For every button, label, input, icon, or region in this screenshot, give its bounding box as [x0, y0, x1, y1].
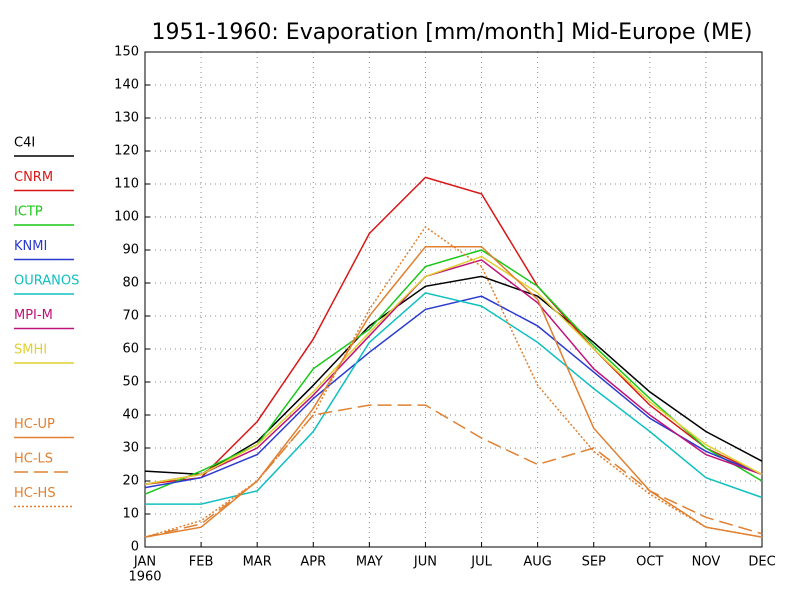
x-tick-label: JUL: [470, 555, 492, 570]
y-tick-label: 130: [114, 111, 139, 126]
chart-title: 1951-1960: Evaporation [mm/month] Mid-Eu…: [151, 20, 752, 45]
x-tick-label: SEP: [582, 555, 606, 570]
x-tick-label: DEC: [748, 555, 775, 570]
legend-label: OURANOS: [14, 274, 79, 289]
y-tick-label: 40: [122, 408, 139, 423]
y-tick-label: 90: [122, 243, 139, 258]
series-line: [144, 404, 763, 538]
y-tick-label: 140: [114, 78, 139, 93]
y-tick-label: 50: [122, 375, 139, 390]
series-line: [145, 292, 763, 505]
series-line: [144, 275, 763, 476]
y-tick-label: 10: [122, 507, 139, 522]
legend-label: ICTP: [14, 205, 43, 220]
y-tick-label: 30: [122, 441, 139, 456]
y-tick-label: 110: [114, 177, 139, 192]
series-line: [144, 245, 763, 538]
y-tick-label: 150: [114, 45, 139, 60]
series-line: [144, 295, 763, 489]
y-tick-label: 100: [114, 210, 139, 225]
legend-label: HC-HS: [14, 486, 56, 501]
series-line: [144, 259, 763, 486]
y-tick-label: 70: [122, 309, 139, 324]
x-tick-label: JUN: [413, 555, 437, 570]
y-tick-label: 120: [114, 144, 139, 159]
x-tick-label: AUG: [523, 555, 551, 570]
x-tick-label: JAN: [133, 555, 156, 570]
legend-label: C4I: [14, 136, 35, 151]
x-tick-label: FEB: [189, 555, 214, 570]
x-tick-label: NOV: [692, 555, 721, 570]
y-tick-label: 0: [131, 540, 139, 555]
x-sublabel: 1960: [128, 570, 161, 585]
y-tick-label: 80: [122, 276, 139, 291]
series-line: [144, 255, 763, 486]
series-line: [144, 176, 763, 486]
x-tick-label: APR: [300, 555, 326, 570]
legend-label: MPI-M: [14, 308, 53, 323]
legend-label: KNMI: [14, 239, 47, 254]
legend-label: SMHI: [14, 343, 47, 358]
legend-label: HC-LS: [14, 452, 53, 467]
x-tick-label: OCT: [636, 555, 663, 570]
x-tick-label: MAR: [243, 555, 272, 570]
y-tick-label: 20: [122, 474, 139, 489]
series-line: [144, 225, 763, 538]
x-tick-label: MAY: [356, 555, 383, 570]
legend-label: CNRM: [14, 170, 53, 185]
y-tick-label: 60: [122, 342, 139, 357]
plot-frame: [144, 51, 763, 548]
legend-label: HC-UP: [14, 417, 55, 432]
